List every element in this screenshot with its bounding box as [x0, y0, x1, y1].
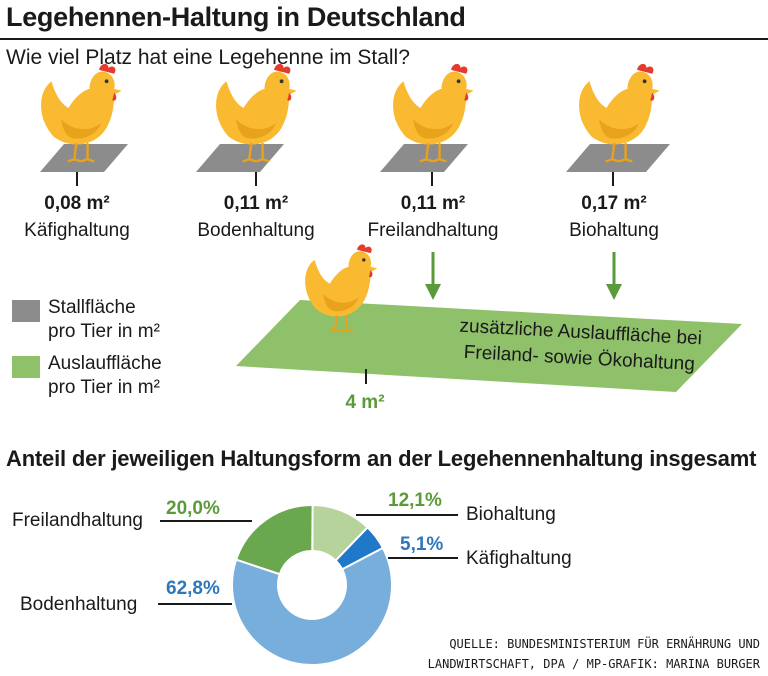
outdoor-area-value: 4 m²: [345, 392, 385, 413]
legend-run-line2: pro Tier in m²: [48, 377, 160, 398]
husbandry-name: Biohaltung: [569, 220, 659, 241]
source-line1: QUELLE: BUNDESMINISTERIUM FÜR ERNÄHRUNG …: [449, 637, 760, 651]
slice-value-boden: 62,8%: [166, 578, 220, 599]
arrow-down-icon: [425, 252, 441, 300]
outdoor-run-field: [236, 300, 742, 392]
slice-kaefig: [334, 526, 385, 571]
husbandry-name: Bodenhaltung: [197, 220, 315, 241]
stall-plate-boden: [196, 144, 284, 172]
slice-label-bio: Biohaltung: [466, 504, 556, 525]
area-value: 0,11 m²: [223, 193, 289, 214]
page-subtitle: Wie viel Platz hat eine Legehenne im Sta…: [6, 46, 410, 69]
legend-swatch-run: [12, 356, 40, 378]
stall-plate-bio: [566, 144, 670, 172]
stall-plate-kaefig: [40, 144, 128, 172]
arrow-down-icon: [606, 252, 622, 300]
legend-run: Auslauffläche pro Tier in m²: [48, 352, 162, 400]
chart-title: Anteil der jeweiligen Haltungsform an de…: [6, 446, 757, 471]
legend-stall-line1: Stallfläche: [48, 297, 136, 318]
slice-label-boden: Bodenhaltung: [20, 594, 138, 615]
slice-freiland: [234, 504, 314, 576]
area-value: 0,11 m²: [400, 193, 466, 214]
legend-stall-line2: pro Tier in m²: [48, 321, 160, 342]
husbandry-name: Käfighaltung: [24, 220, 130, 241]
source-note: QUELLE: BUNDESMINISTERIUM FÜR ERNÄHRUNG …: [428, 634, 760, 674]
legend-run-line1: Auslauffläche: [48, 353, 162, 374]
page-title: Legehennen-Haltung in Deutschland: [6, 2, 466, 32]
slice-label-kaefig: Käfighaltung: [466, 548, 572, 569]
donut-chart: [231, 503, 393, 666]
slice-value-bio: 12,1%: [388, 490, 442, 511]
slice-value-kaefig: 5,1%: [400, 534, 444, 555]
source-line2: LANDWIRTSCHAFT, DPA / MP-GRAFIK: MARINA …: [427, 657, 760, 671]
slice-label-freiland: Freilandhaltung: [12, 510, 143, 531]
title-rule: [0, 38, 768, 40]
husbandry-name: Freilandhaltung: [367, 220, 499, 241]
legend-swatch-stall: [12, 300, 40, 322]
area-value: 0,08 m²: [44, 193, 110, 214]
legend-stall: Stallfläche pro Tier in m²: [48, 296, 160, 344]
stall-plate-freiland: [380, 144, 468, 172]
slice-boden: [231, 546, 393, 666]
slice-value-freiland: 20,0%: [166, 498, 220, 519]
area-value: 0,17 m²: [581, 193, 647, 214]
